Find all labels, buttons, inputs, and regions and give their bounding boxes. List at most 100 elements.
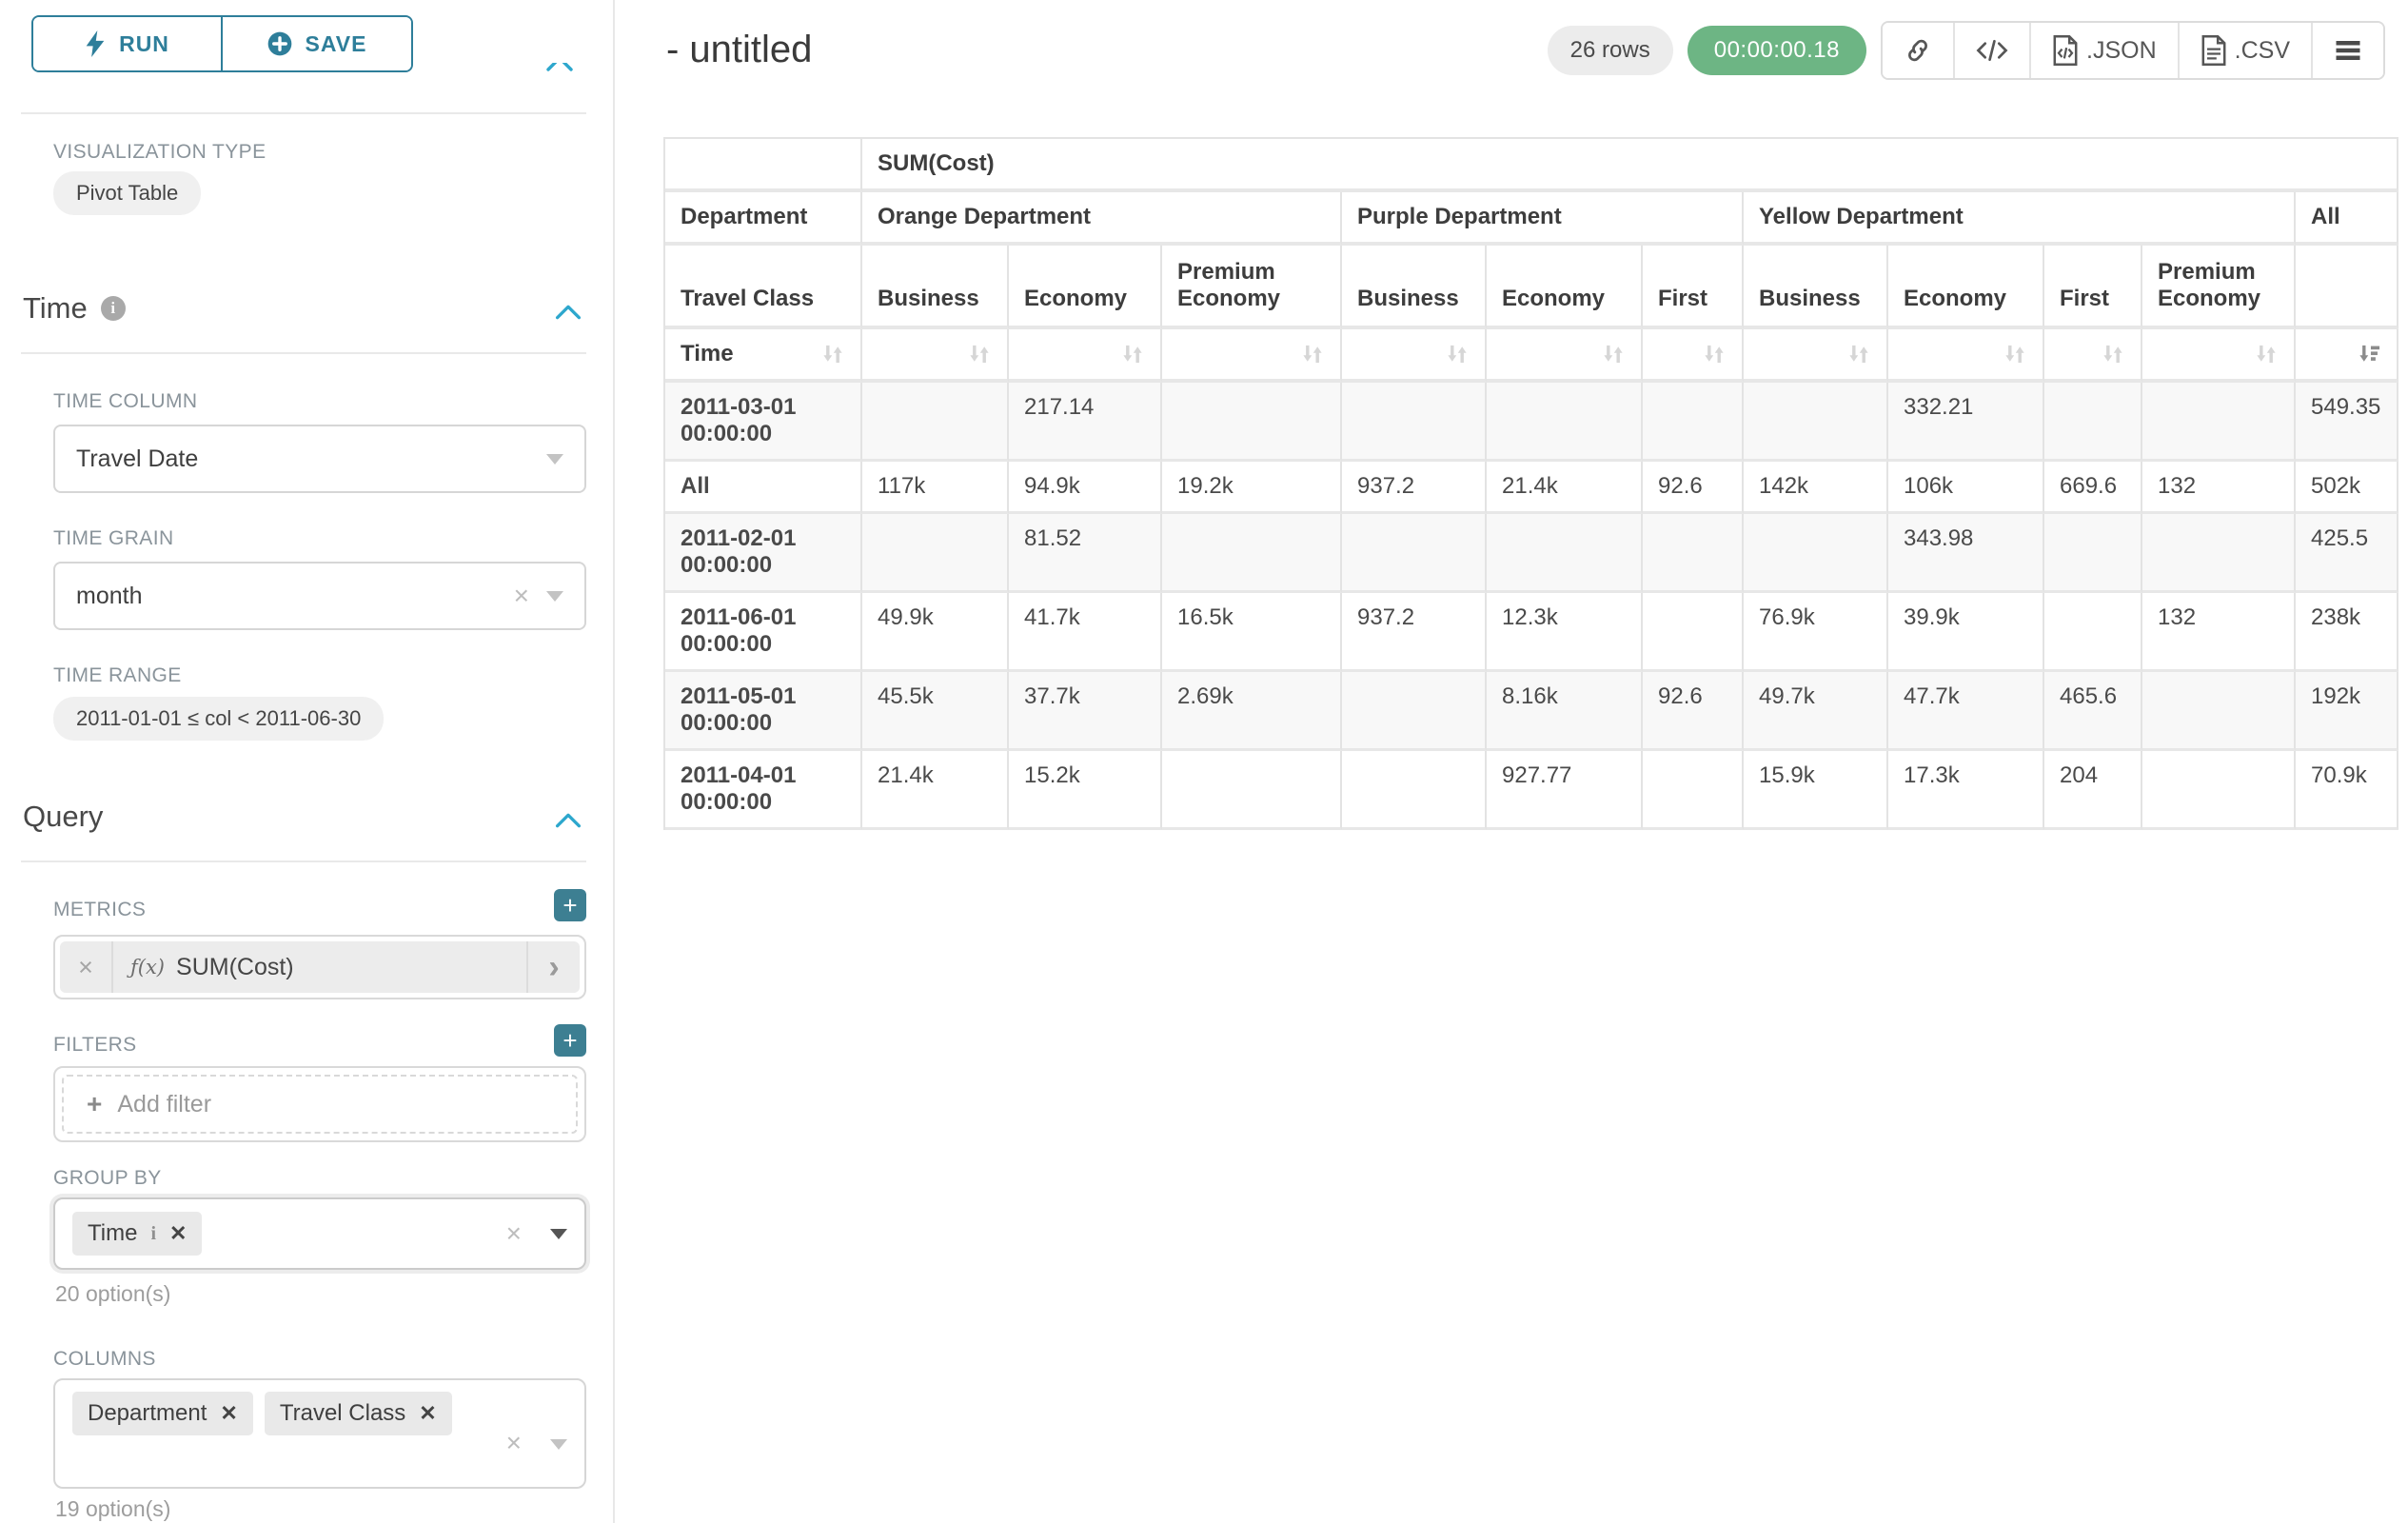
chevron-right-icon[interactable]: › bbox=[526, 941, 580, 993]
class-header-cell: Business bbox=[862, 246, 1009, 329]
department-header-row: Department Orange Department Purple Depart… bbox=[665, 192, 2399, 246]
sort-header-cell[interactable] bbox=[2142, 329, 2296, 383]
value-cell bbox=[1342, 672, 1487, 751]
value-cell: 15.2k bbox=[1009, 751, 1162, 830]
add-filter-plus-button[interactable]: + bbox=[554, 1024, 586, 1057]
chart-title[interactable]: - untitled bbox=[666, 29, 813, 70]
save-button[interactable]: SAVE bbox=[221, 17, 411, 70]
add-metric-button[interactable]: + bbox=[554, 889, 586, 921]
row-label-cell: 2011-06-01 00:00:00 bbox=[665, 593, 862, 672]
department-header-cell: Department bbox=[665, 192, 862, 246]
clear-icon[interactable]: × bbox=[513, 581, 529, 610]
class-header-cell: Economy bbox=[1009, 246, 1162, 329]
class-header-cell: Economy bbox=[1487, 246, 1643, 329]
export-button-group: .JSON .CSV bbox=[1881, 21, 2385, 80]
pivot-table: SUM(Cost) Department Orange Department Purp… bbox=[663, 137, 2399, 830]
sort-header-cell[interactable] bbox=[2044, 329, 2142, 383]
export-csv-button[interactable]: .CSV bbox=[2179, 23, 2313, 78]
class-header-cell-empty bbox=[2296, 246, 2399, 329]
add-filter-button[interactable]: + Add filter bbox=[62, 1075, 578, 1134]
travel-class-header-row: Travel Class Business Economy Premium Econo… bbox=[665, 246, 2399, 329]
sort-icon bbox=[970, 345, 989, 364]
time-grain-select[interactable]: month × bbox=[53, 562, 586, 630]
value-cell bbox=[2142, 672, 2296, 751]
sort-header-row: Time bbox=[665, 329, 2399, 383]
value-cell: 2.69k bbox=[1162, 672, 1342, 751]
groupby-select[interactable]: Time i ✕ × bbox=[53, 1197, 586, 1270]
column-group-header: Yellow Department bbox=[1744, 192, 2296, 246]
export-csv-label: .CSV bbox=[2234, 36, 2290, 64]
more-options-button[interactable] bbox=[2313, 23, 2383, 78]
sort-header-cell[interactable] bbox=[1342, 329, 1487, 383]
sort-header-cell[interactable]: Time bbox=[665, 329, 862, 383]
run-save-button-group: RUN SAVE bbox=[31, 15, 413, 72]
row-label-cell: 2011-05-01 00:00:00 bbox=[665, 672, 862, 751]
view-query-button[interactable] bbox=[1955, 23, 2032, 78]
travel-class-header-cell: Travel Class bbox=[665, 246, 862, 329]
csv-file-icon bbox=[2201, 35, 2226, 66]
sort-header-cell[interactable] bbox=[1487, 329, 1643, 383]
sort-header-cell[interactable] bbox=[1009, 329, 1162, 383]
groupby-tag-label: Time bbox=[88, 1220, 138, 1246]
class-header-cell: First bbox=[1643, 246, 1744, 329]
value-cell: 117k bbox=[862, 462, 1009, 514]
add-filter-label: Add filter bbox=[117, 1090, 212, 1118]
value-cell: 343.98 bbox=[1888, 514, 2044, 593]
sort-header-cell-active[interactable] bbox=[2296, 329, 2399, 383]
columns-tag-department[interactable]: Department ✕ bbox=[72, 1392, 253, 1435]
clear-icon[interactable]: × bbox=[505, 1428, 522, 1457]
class-header-cell: Business bbox=[1744, 246, 1888, 329]
time-column-select[interactable]: Travel Date bbox=[53, 425, 586, 493]
value-cell: 41.7k bbox=[1009, 593, 1162, 672]
value-cell: 15.9k bbox=[1744, 751, 1888, 830]
clear-icon[interactable]: × bbox=[505, 1218, 522, 1248]
value-cell bbox=[2044, 593, 2142, 672]
chevron-down-icon bbox=[550, 1439, 567, 1450]
remove-tag-icon[interactable]: ✕ bbox=[220, 1401, 238, 1425]
remove-tag-icon[interactable]: ✕ bbox=[169, 1221, 188, 1245]
metrics-container: × ƒ(x) SUM(Cost) › bbox=[53, 935, 586, 999]
time-section-collapse-icon[interactable] bbox=[550, 301, 586, 328]
value-cell bbox=[2142, 383, 2296, 462]
value-cell bbox=[2044, 514, 2142, 593]
class-header-cell: Premium Economy bbox=[1162, 246, 1342, 329]
sort-icon bbox=[2103, 345, 2122, 364]
remove-tag-icon[interactable]: ✕ bbox=[419, 1401, 437, 1425]
column-group-header: Purple Department bbox=[1342, 192, 1744, 246]
divider bbox=[21, 860, 586, 862]
groupby-label: GROUP BY bbox=[53, 1167, 162, 1189]
viz-type-pill[interactable]: Pivot Table bbox=[53, 171, 202, 215]
time-row-label: Time bbox=[681, 341, 734, 366]
chart-type-collapse-icon[interactable] bbox=[541, 63, 579, 71]
export-json-button[interactable]: .JSON bbox=[2031, 23, 2180, 78]
time-range-label: TIME RANGE bbox=[53, 664, 182, 686]
time-section-title: Time bbox=[23, 291, 88, 325]
value-cell bbox=[862, 383, 1009, 462]
remove-metric-icon[interactable]: × bbox=[60, 941, 113, 993]
value-cell bbox=[1162, 514, 1342, 593]
viz-type-label: VISUALIZATION TYPE bbox=[53, 141, 266, 163]
sort-header-cell[interactable] bbox=[1744, 329, 1888, 383]
metric-header-row: SUM(Cost) bbox=[665, 139, 2399, 192]
metric-pill[interactable]: × ƒ(x) SUM(Cost) › bbox=[60, 941, 580, 993]
sort-header-cell[interactable] bbox=[1643, 329, 1744, 383]
value-cell: 425.5 bbox=[2296, 514, 2399, 593]
sort-header-cell[interactable] bbox=[1888, 329, 2044, 383]
value-cell: 76.9k bbox=[1744, 593, 1888, 672]
run-button[interactable]: RUN bbox=[33, 17, 221, 70]
query-section-collapse-icon[interactable] bbox=[550, 809, 586, 837]
value-cell bbox=[1342, 751, 1487, 830]
columns-tag-travel-class[interactable]: Travel Class ✕ bbox=[264, 1392, 452, 1435]
copy-link-button[interactable] bbox=[1883, 23, 1956, 78]
time-range-pill[interactable]: 2011-01-01 ≤ col < 2011-06-30 bbox=[53, 697, 385, 741]
class-header-cell: Economy bbox=[1888, 246, 2044, 329]
sort-header-cell[interactable] bbox=[862, 329, 1009, 383]
columns-select[interactable]: Department ✕ Travel Class ✕ × bbox=[53, 1378, 586, 1489]
value-cell bbox=[1487, 383, 1643, 462]
row-label-cell: 2011-03-01 00:00:00 bbox=[665, 383, 862, 462]
sort-header-cell[interactable] bbox=[1162, 329, 1342, 383]
value-cell: 92.6 bbox=[1643, 672, 1744, 751]
plus-icon: + bbox=[87, 1089, 103, 1118]
groupby-tag-time[interactable]: Time i ✕ bbox=[72, 1212, 203, 1256]
sort-icon bbox=[1604, 345, 1623, 364]
